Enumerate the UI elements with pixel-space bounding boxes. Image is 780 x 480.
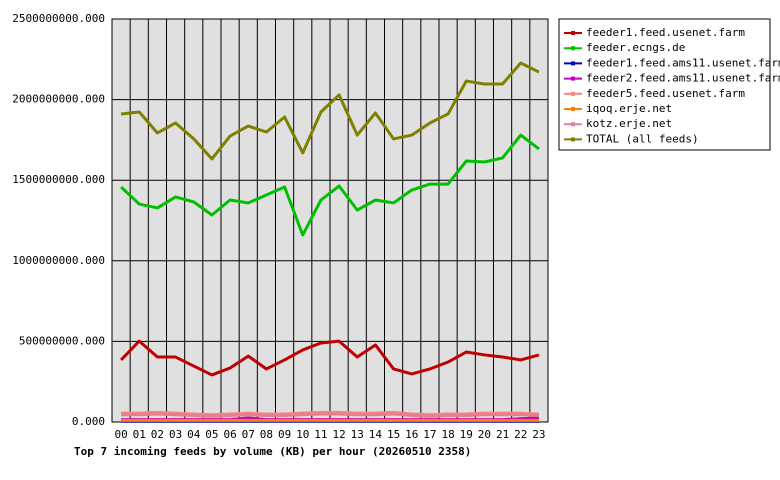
- y-tick-label: 2000000000.000: [12, 93, 105, 106]
- x-tick-label: 21: [496, 428, 509, 441]
- y-tick-label: 500000000.000: [19, 334, 105, 347]
- legend-marker: [571, 91, 575, 96]
- x-tick-label: 07: [242, 428, 255, 441]
- x-tick-label: 20: [478, 428, 491, 441]
- x-tick-label: 18: [441, 428, 454, 441]
- x-tick-label: 10: [296, 428, 309, 441]
- legend-marker: [571, 107, 575, 111]
- series-line: [121, 410, 539, 417]
- x-tick-label: 17: [423, 428, 436, 441]
- x-tick-label: 06: [223, 428, 236, 441]
- x-tick-label: 08: [260, 428, 273, 441]
- legend-marker: [571, 31, 575, 35]
- x-tick-label: 05: [205, 428, 218, 441]
- y-tick-label: 1000000000.000: [12, 254, 105, 267]
- y-tick-label: 1500000000.000: [12, 173, 105, 186]
- x-tick-label: 13: [351, 428, 364, 441]
- legend-label: feeder1.feed.usenet.farm: [586, 26, 745, 39]
- chart-title: Top 7 incoming feeds by volume (KB) per …: [74, 445, 471, 458]
- x-tick-label: 23: [532, 428, 545, 441]
- y-tick-label: 2500000000.000: [12, 12, 105, 25]
- legend-label: kotz.erje.net: [586, 117, 672, 130]
- x-tick-label: 04: [187, 428, 201, 441]
- series-line: [120, 133, 540, 237]
- x-tick-label: 02: [151, 428, 164, 441]
- legend-label: feeder5.feed.usenet.farm: [586, 87, 745, 100]
- legend-marker: [571, 122, 575, 127]
- x-tick-label: 01: [133, 428, 146, 441]
- legend-label: TOTAL (all feeds): [586, 132, 699, 145]
- x-tick-label: 22: [514, 428, 527, 441]
- x-tick-label: 15: [387, 428, 400, 441]
- series-line: [120, 61, 540, 161]
- legend-box: [558, 18, 771, 151]
- x-tick-label: 09: [278, 428, 291, 441]
- x-tick-label: 11: [314, 428, 327, 441]
- x-tick-label: 16: [405, 428, 418, 441]
- x-tick-label: 00: [114, 428, 127, 441]
- legend-marker: [571, 46, 575, 51]
- x-tick-label: 14: [369, 428, 383, 441]
- series-line: [121, 412, 539, 418]
- legend-label: iqoq.erje.net: [586, 102, 672, 115]
- x-tick-label: 03: [169, 428, 182, 441]
- legend-label: feeder1.feed.ams11.usenet.farm: [586, 56, 780, 69]
- x-tick-label: 12: [332, 428, 345, 441]
- legend-label: feeder.ecngs.de: [586, 41, 685, 54]
- legend-marker: [571, 76, 575, 81]
- legend-marker: [571, 61, 575, 66]
- legend-marker: [571, 137, 575, 142]
- series-line: [120, 339, 540, 377]
- x-tick-label: 19: [460, 428, 473, 441]
- legend-label: feeder2.feed.ams11.usenet.farm: [586, 72, 780, 85]
- y-tick-label: 0.000: [72, 415, 105, 428]
